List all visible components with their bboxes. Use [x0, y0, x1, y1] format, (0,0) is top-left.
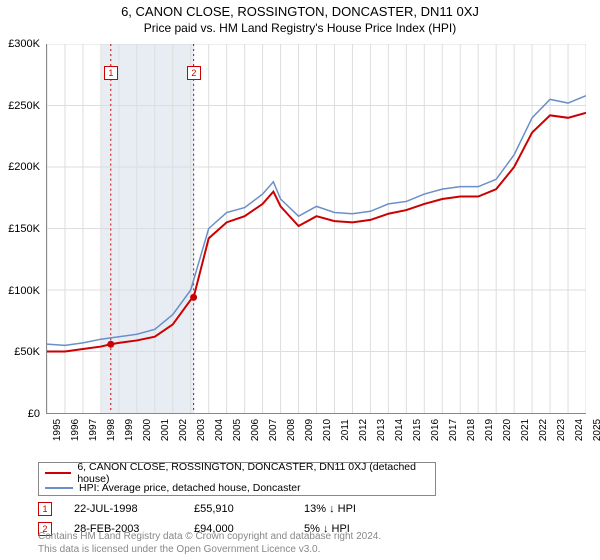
x-tick-label: 2010 [322, 419, 333, 441]
chart-marker-1: 1 [104, 66, 118, 80]
x-tick-label: 2017 [448, 419, 459, 441]
legend: 6, CANON CLOSE, ROSSINGTON, DONCASTER, D… [38, 462, 436, 496]
y-tick-label: £200K [8, 161, 40, 173]
x-tick-label: 1995 [52, 419, 63, 441]
footnote: Contains HM Land Registry data © Crown c… [38, 531, 381, 556]
transaction-date: 22-JUL-1998 [74, 503, 194, 515]
x-tick-label: 2006 [250, 419, 261, 441]
transaction-price: £55,910 [194, 503, 304, 515]
x-tick-label: 2011 [340, 419, 351, 441]
y-tick-label: £100K [8, 285, 40, 297]
footnote-line: Contains HM Land Registry data © Crown c… [38, 531, 381, 544]
legend-swatch [45, 472, 71, 474]
chart-subtitle: Price paid vs. HM Land Registry's House … [0, 21, 600, 35]
chart-title: 6, CANON CLOSE, ROSSINGTON, DONCASTER, D… [0, 4, 600, 19]
legend-item: 6, CANON CLOSE, ROSSINGTON, DONCASTER, D… [45, 465, 429, 480]
transaction-delta: 13% ↓ HPI [304, 503, 356, 515]
chart-marker-2: 2 [187, 66, 201, 80]
x-tick-label: 2003 [196, 419, 207, 441]
plot-svg [47, 44, 586, 413]
transaction-row: 1 22-JUL-1998 £55,910 13% ↓ HPI [38, 502, 356, 516]
chart-container: 6, CANON CLOSE, ROSSINGTON, DONCASTER, D… [0, 0, 600, 560]
x-tick-label: 2022 [538, 419, 549, 441]
y-tick-label: £150K [8, 223, 40, 235]
legend-label: HPI: Average price, detached house, Donc… [79, 482, 301, 494]
x-tick-label: 2008 [286, 419, 297, 441]
x-tick-label: 2019 [484, 419, 495, 441]
x-tick-label: 2009 [304, 419, 315, 441]
x-tick-label: 2002 [178, 419, 189, 441]
x-tick-label: 2013 [376, 419, 387, 441]
x-axis-labels: 1995 1996 1997 1998 1999 2000 2001 2002 2003 2004… [46, 416, 586, 464]
y-tick-label: £250K [8, 100, 40, 112]
x-tick-label: 2021 [520, 419, 531, 441]
x-tick-label: 2024 [574, 419, 585, 441]
x-tick-label: 2014 [394, 419, 405, 441]
x-tick-label: 1996 [70, 419, 81, 441]
footnote-line: This data is licensed under the Open Gov… [38, 544, 381, 557]
x-tick-label: 2015 [412, 419, 423, 441]
transaction-marker-1: 1 [38, 502, 52, 516]
x-tick-label: 2000 [142, 419, 153, 441]
y-tick-label: £300K [8, 38, 40, 50]
x-tick-label: 2001 [160, 419, 171, 441]
x-tick-label: 1998 [106, 419, 117, 441]
x-tick-label: 2004 [214, 419, 225, 441]
x-tick-label: 2025 [592, 419, 600, 441]
x-tick-label: 2016 [430, 419, 441, 441]
x-tick-label: 2020 [502, 419, 513, 441]
x-tick-label: 1997 [88, 419, 99, 441]
y-axis-labels: £0£50K£100K£150K£200K£250K£300K [0, 44, 44, 414]
x-tick-label: 2023 [556, 419, 567, 441]
x-tick-label: 2007 [268, 419, 279, 441]
x-tick-label: 2018 [466, 419, 477, 441]
x-tick-label: 2005 [232, 419, 243, 441]
x-tick-label: 1999 [124, 419, 135, 441]
plot-area: 12 [46, 44, 586, 414]
x-tick-label: 2012 [358, 419, 369, 441]
y-tick-label: £0 [28, 408, 40, 420]
legend-swatch [45, 487, 73, 489]
y-tick-label: £50K [14, 346, 40, 358]
